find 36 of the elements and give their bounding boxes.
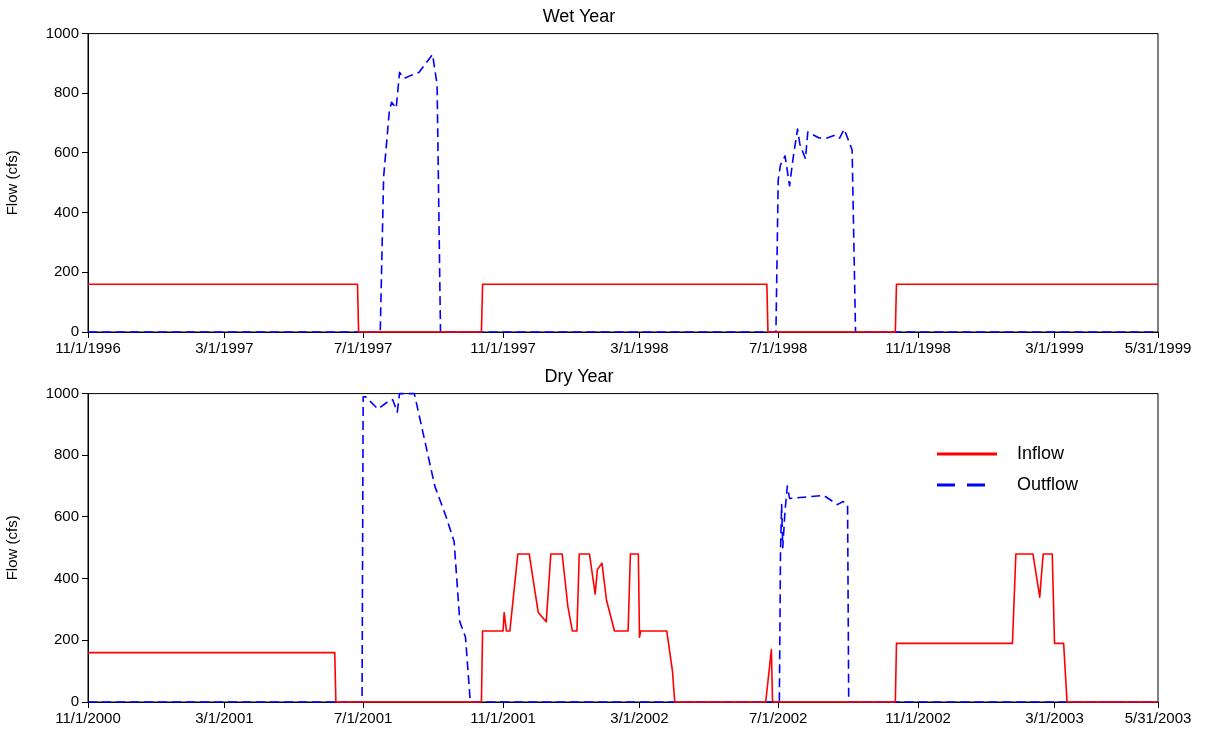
y-tick-label: 1000 xyxy=(45,23,79,41)
x-tick-label: 3/1/1997 xyxy=(195,339,254,357)
y-axis-title: Flow (cfs) xyxy=(3,150,21,216)
y-tick-label: 1000 xyxy=(45,383,79,401)
y-tick-label: 800 xyxy=(53,83,79,101)
x-tick-label: 11/1/2001 xyxy=(470,709,536,727)
y-tick-label: 200 xyxy=(53,262,79,280)
y-tick-label: 600 xyxy=(53,507,79,525)
y-tick-label: 0 xyxy=(70,322,79,340)
x-tick-label: 3/1/1999 xyxy=(1025,339,1084,357)
y-tick-label: 400 xyxy=(53,202,79,220)
x-tick-label: 3/1/2003 xyxy=(1025,709,1084,727)
y-tick-label: 800 xyxy=(53,445,79,463)
x-tick-label: 11/1/1998 xyxy=(885,339,951,357)
x-tick-label: 3/1/2002 xyxy=(610,709,669,727)
legend-label: Outflow xyxy=(1016,474,1079,495)
y-tick-label: 200 xyxy=(53,630,79,648)
y-tick-label: 400 xyxy=(53,568,79,586)
y-tick-label: 600 xyxy=(53,143,79,161)
chart-title: Dry Year xyxy=(544,365,614,386)
y-tick-label: 0 xyxy=(70,692,79,710)
y-axis-title: Flow (cfs) xyxy=(3,515,21,581)
x-tick-label: 3/1/1998 xyxy=(610,339,669,357)
x-tick-label: 5/31/2003 xyxy=(1124,709,1192,727)
x-tick-label: 11/1/2000 xyxy=(55,709,121,727)
x-tick-label: 7/1/2001 xyxy=(333,709,393,727)
x-tick-label: 11/1/2002 xyxy=(885,709,951,727)
chart-title: Wet Year xyxy=(542,5,616,26)
x-tick-label: 7/1/1997 xyxy=(333,339,393,357)
legend-label: Inflow xyxy=(1016,443,1065,464)
x-tick-label: 11/1/1996 xyxy=(55,339,121,357)
x-tick-label: 5/31/1999 xyxy=(1124,339,1192,357)
x-tick-label: 3/1/2001 xyxy=(195,709,254,727)
x-tick-label: 11/1/1997 xyxy=(470,339,536,357)
x-tick-label: 7/1/2002 xyxy=(749,709,808,727)
x-tick-label: 7/1/1998 xyxy=(749,339,808,357)
